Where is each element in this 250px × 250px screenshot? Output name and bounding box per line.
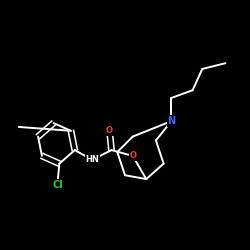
- Text: Cl: Cl: [52, 180, 63, 190]
- Text: HN: HN: [85, 155, 99, 164]
- Text: O: O: [129, 152, 136, 160]
- Text: O: O: [106, 126, 113, 135]
- Text: O: O: [106, 126, 113, 135]
- Text: N: N: [167, 116, 175, 126]
- Text: Cl: Cl: [52, 180, 63, 190]
- Text: HN: HN: [85, 155, 99, 164]
- Text: N: N: [167, 116, 175, 126]
- Text: O: O: [129, 152, 136, 160]
